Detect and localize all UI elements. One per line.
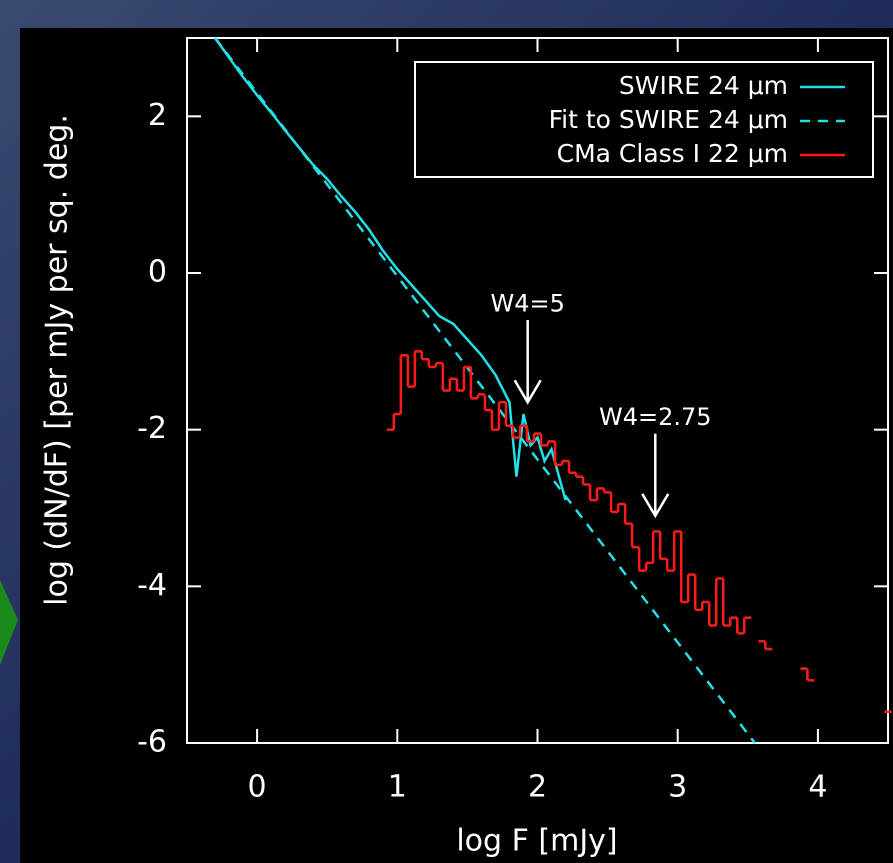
- y-tick-label: 0: [148, 255, 167, 290]
- legend-box: [414, 61, 874, 178]
- y-axis-label: log (dN/dF) [per mJy per sq. deg.: [40, 114, 75, 606]
- y-tick-label: -4: [137, 568, 167, 603]
- decor-arrow: [0, 580, 18, 665]
- y-tick-label: -2: [137, 411, 167, 446]
- annotation-arrowhead: [641, 493, 670, 519]
- x-tick-label: 0: [248, 770, 267, 805]
- legend-label: CMa Class I 22 μm: [557, 139, 788, 168]
- annotation: W4=2.75: [599, 403, 712, 431]
- annotation-arrowhead: [513, 379, 542, 405]
- x-tick-label: 4: [808, 770, 827, 805]
- y-tick-label: 2: [148, 98, 167, 133]
- x-tick-label: 2: [528, 770, 547, 805]
- x-tick-label: 1: [388, 770, 407, 805]
- annotation: W4=5: [490, 289, 564, 317]
- y-tick-label: -6: [137, 725, 167, 760]
- x-axis-label: log F [mJy]: [456, 824, 617, 859]
- legend-label: SWIRE 24 μm: [619, 71, 788, 100]
- legend-label: Fit to SWIRE 24 μm: [549, 105, 788, 134]
- x-tick-label: 3: [668, 770, 687, 805]
